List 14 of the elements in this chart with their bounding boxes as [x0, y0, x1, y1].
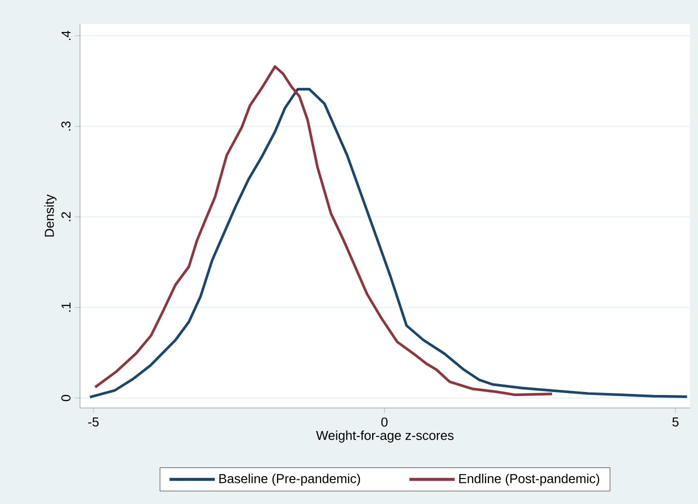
y-tick-label: 0 — [61, 394, 70, 402]
y-tick-label: .1 — [62, 302, 70, 312]
line-series — [88, 88, 688, 398]
line-series — [94, 65, 554, 396]
x-tick-label: 5 — [672, 418, 679, 427]
y-tick-label: .3 — [61, 121, 70, 131]
y-tick-label: .4 — [62, 30, 70, 40]
y-axis-title: Density — [44, 194, 56, 237]
y-tick-label: .2 — [61, 212, 70, 222]
x-tick-label: 0 — [381, 417, 388, 427]
legend-label: Baseline (Pre-pandemic) — [219, 474, 360, 486]
legend-label: Endline (Post-pandemic) — [459, 474, 600, 486]
x-tick-label: -5 — [88, 418, 99, 427]
x-axis-title: Weight-for-age z-scores — [316, 430, 454, 443]
